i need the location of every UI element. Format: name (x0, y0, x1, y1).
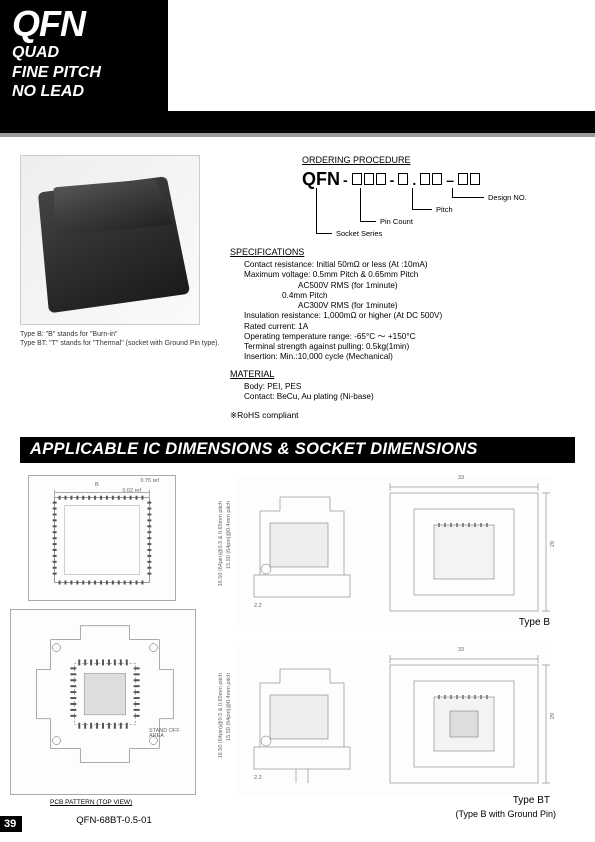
placeholder-box (352, 173, 362, 185)
main-drawing-caption: QFN-68BT-0.5-01 (54, 815, 174, 826)
section-bar-applicable: APPLICABLE IC DIMENSIONS & SOCKET DIMENS… (20, 437, 575, 463)
standoff-label: STAND OFF AREA (149, 729, 183, 740)
specifications-heading: SPECIFICATIONS (230, 247, 575, 258)
header-area: QFN QUAD FINE PITCH NO LEAD (0, 0, 595, 137)
rohs-note: ※RoHS compliant (230, 410, 575, 421)
dim-33: 33 (458, 647, 464, 653)
spec-line: Terminal strength against pulling: 0.5kg… (244, 342, 575, 352)
dim-b: B (95, 482, 99, 488)
pcb-pattern-drawing: STAND OFF AREA (10, 609, 196, 795)
dash-icon: - (343, 172, 348, 190)
page-number-badge: 39 (0, 816, 22, 832)
gray-separator-bar (0, 133, 595, 137)
label-pitch: Pitch (436, 205, 453, 214)
spec-line: Insertion: Min.:10,000 cycle (Mechanical… (244, 352, 575, 362)
dim-ref1: 0.75 ref (140, 478, 159, 484)
upper-content: Type B: "B" stands for "Burn-in" Type BT… (0, 137, 595, 429)
placeholder-box (376, 173, 386, 185)
pitch-note-bt1: 16.50 (64pin)@0.5 & 0.65mm pitch (218, 673, 224, 758)
placeholder-box (432, 173, 442, 185)
socket-photo (20, 155, 200, 325)
dim-29: 29 (550, 713, 556, 719)
dim-29: 29 (550, 541, 556, 547)
dim-22: 2.2 (254, 775, 262, 781)
ordering-format-line: QFN - - . – (302, 168, 575, 191)
type-b-note: Type B: "B" stands for "Burn-in" (20, 331, 230, 340)
pitch-note-b2: 15.50 (64pin)@0.4mm pitch (226, 501, 232, 569)
placeholder-box (458, 173, 468, 185)
ordering-title: ORDERING PROCEDURE (302, 155, 575, 166)
type-bt-label: Type BT (470, 795, 550, 806)
spec-line: Maximum voltage: 0.5mm Pitch & 0.65mm Pi… (244, 270, 575, 280)
product-image-column: Type B: "B" stands for "Burn-in" Type BT… (20, 155, 230, 421)
dim-ref2: 0.02 ref (122, 488, 141, 494)
pitch-note-bt2: 15.50 (64pin)@0.4mm pitch (226, 673, 232, 741)
spec-line: Rated current: 1A (244, 322, 575, 332)
type-bt-sublabel: (Type B with Ground Pin) (416, 809, 556, 819)
typebt-svg (236, 647, 552, 797)
material-heading: MATERIAL (230, 369, 575, 380)
dash-icon: - (390, 172, 395, 190)
type-b-label: Type B (470, 617, 550, 628)
pitch-note-b1: 16.50 (64pin)@0.5 & 0.65mm pitch (218, 501, 224, 586)
label-socket-series: Socket Series (336, 229, 382, 238)
type-bt-drawing: 33 29 2.2 (236, 647, 552, 797)
dim-22: 2.2 (254, 603, 262, 609)
spec-line: AC300V RMS (for 1minute) (298, 301, 575, 311)
product-code: QFN (12, 6, 156, 42)
subtitle-line3: NO LEAD (12, 83, 156, 101)
placeholder-box (398, 173, 408, 185)
material-line: Body: PEI, PES (244, 382, 575, 392)
placeholder-box (420, 173, 430, 185)
title-block: QFN QUAD FINE PITCH NO LEAD (0, 0, 168, 111)
spec-line: Operating temperature range: -65°C ～ +15… (244, 332, 575, 342)
pcb-caption: PCB PATTERN (TOP VIEW) (50, 799, 132, 806)
spec-line: Contact resistance: Initial 50mΩ or less… (244, 260, 575, 270)
spec-line: AC500V RMS (for 1minute) (298, 281, 575, 291)
type-b-drawing: 33 29 2.2 (236, 475, 552, 625)
chip-svg (29, 476, 175, 600)
label-pin-count: Pin Count (380, 217, 413, 226)
ic-outline-drawing: 0.75 ref 0.02 ref B (28, 475, 176, 601)
spec-line: Insulation resistance: 1,000mΩ or higher… (244, 311, 575, 321)
black-separator-bar (0, 111, 595, 133)
subtitle-line1: QUAD (12, 44, 156, 62)
ordering-procedure-block: ORDERING PROCEDURE QFN - - . – Design NO… (230, 155, 575, 241)
drawings-area: 0.75 ref 0.02 ref B STAND OFF AREA PCB P… (0, 471, 595, 841)
specifications-column: ORDERING PROCEDURE QFN - - . – Design NO… (230, 155, 575, 421)
dim-33: 33 (458, 475, 464, 481)
pcb-svg (11, 610, 195, 794)
typeb-svg (236, 475, 552, 625)
spec-line: 0.4mm Pitch (282, 291, 575, 301)
placeholder-box (470, 173, 480, 185)
label-design-no: Design NO. (488, 193, 527, 202)
type-bt-note: Type BT: "T" stands for "Thermal" (socke… (20, 340, 230, 349)
placeholder-box (364, 173, 374, 185)
material-line: Contact: BeCu, Au plating (Ni-base) (244, 392, 575, 402)
subtitle-line2: FINE PITCH (12, 64, 156, 82)
